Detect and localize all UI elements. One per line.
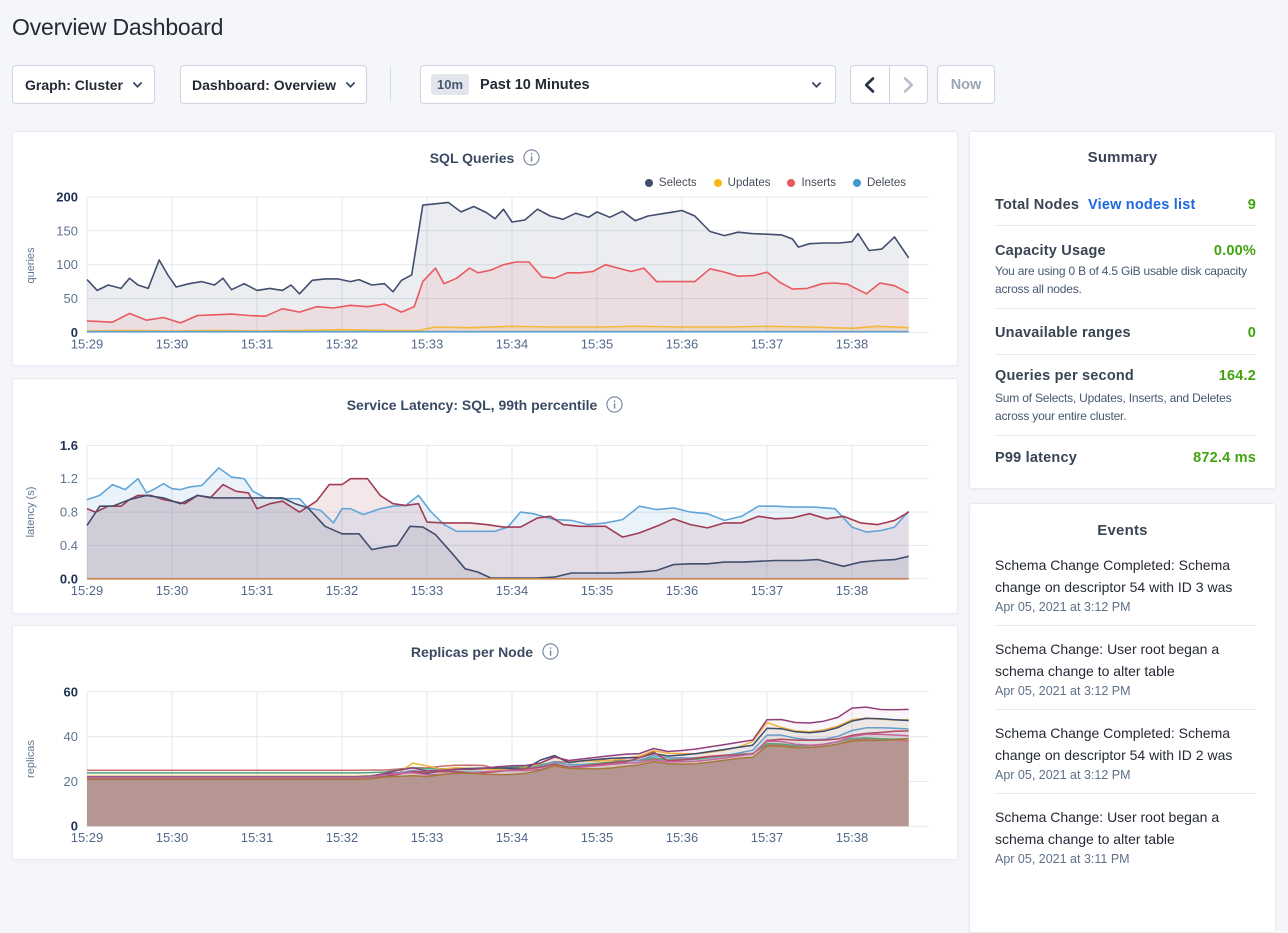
svg-text:60: 60: [64, 684, 78, 699]
svg-text:15:33: 15:33: [411, 830, 444, 845]
svg-text:15:33: 15:33: [411, 583, 444, 598]
svg-text:1.2: 1.2: [60, 471, 78, 486]
svg-text:15:32: 15:32: [326, 583, 359, 598]
svg-text:15:38: 15:38: [836, 583, 869, 598]
svg-text:15:32: 15:32: [326, 830, 359, 845]
svg-text:15:37: 15:37: [751, 336, 784, 351]
svg-text:queries: queries: [25, 247, 37, 284]
svg-text:15:35: 15:35: [581, 830, 614, 845]
svg-text:50: 50: [64, 291, 78, 306]
svg-text:15:29: 15:29: [71, 583, 104, 598]
svg-text:200: 200: [56, 190, 78, 205]
svg-text:15:38: 15:38: [836, 336, 869, 351]
svg-text:15:30: 15:30: [156, 336, 189, 351]
svg-text:15:36: 15:36: [666, 583, 699, 598]
svg-text:15:34: 15:34: [496, 583, 529, 598]
svg-text:15:30: 15:30: [156, 830, 189, 845]
svg-text:40: 40: [64, 729, 78, 744]
svg-text:replicas: replicas: [25, 740, 37, 778]
svg-text:15:29: 15:29: [71, 830, 104, 845]
svg-text:15:36: 15:36: [666, 336, 699, 351]
svg-text:15:37: 15:37: [751, 583, 784, 598]
svg-text:15:35: 15:35: [581, 336, 614, 351]
svg-text:15:35: 15:35: [581, 583, 614, 598]
svg-text:15:31: 15:31: [241, 336, 274, 351]
svg-text:100: 100: [56, 257, 78, 272]
svg-text:15:32: 15:32: [326, 336, 359, 351]
svg-text:15:37: 15:37: [751, 830, 784, 845]
svg-text:15:38: 15:38: [836, 830, 869, 845]
svg-text:latency (s): latency (s): [25, 487, 37, 538]
svg-text:15:33: 15:33: [411, 336, 444, 351]
svg-text:0: 0: [71, 819, 78, 834]
svg-text:0.8: 0.8: [60, 505, 78, 520]
svg-text:150: 150: [56, 223, 78, 238]
svg-text:0: 0: [71, 325, 78, 340]
svg-text:15:31: 15:31: [241, 830, 274, 845]
svg-text:0.4: 0.4: [60, 538, 78, 553]
svg-text:15:30: 15:30: [156, 583, 189, 598]
svg-text:20: 20: [64, 774, 78, 789]
svg-text:1.6: 1.6: [60, 438, 78, 453]
svg-text:0.0: 0.0: [60, 571, 78, 586]
svg-text:15:34: 15:34: [496, 336, 529, 351]
svg-text:15:31: 15:31: [241, 583, 274, 598]
svg-text:15:29: 15:29: [71, 336, 104, 351]
svg-text:15:34: 15:34: [496, 830, 529, 845]
svg-text:15:36: 15:36: [666, 830, 699, 845]
